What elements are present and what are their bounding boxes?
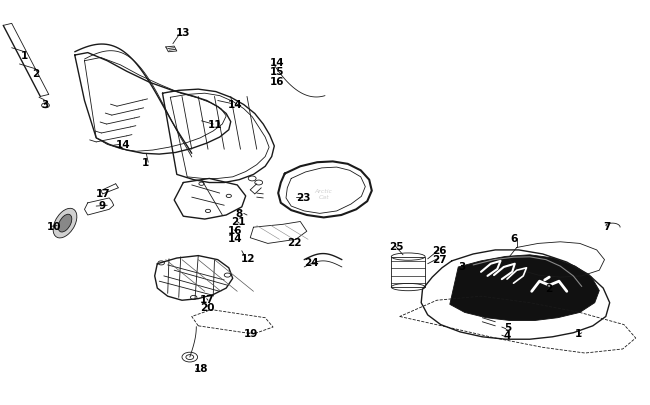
Text: 19: 19 (244, 328, 258, 338)
Text: 2: 2 (32, 69, 40, 79)
Text: 1: 1 (575, 328, 582, 338)
Text: 16: 16 (270, 77, 284, 87)
Text: 27: 27 (432, 254, 447, 264)
Text: 14: 14 (270, 58, 285, 68)
Text: 24: 24 (304, 258, 319, 267)
Text: 22: 22 (287, 237, 302, 247)
Text: 26: 26 (432, 245, 447, 255)
Text: 1: 1 (21, 51, 28, 61)
Text: 17: 17 (200, 294, 214, 304)
Text: 3: 3 (458, 262, 465, 271)
Text: 14: 14 (116, 140, 130, 150)
Text: 1: 1 (142, 158, 149, 168)
Text: 11: 11 (208, 120, 222, 130)
Text: 14: 14 (227, 100, 242, 109)
Ellipse shape (53, 209, 77, 238)
Text: 20: 20 (200, 302, 214, 312)
Text: 5: 5 (504, 322, 511, 332)
Ellipse shape (58, 215, 72, 232)
Text: 3: 3 (41, 100, 48, 109)
Text: Arctic
Cat: Arctic Cat (315, 189, 333, 200)
Text: 2: 2 (545, 284, 552, 293)
Text: 12: 12 (240, 254, 255, 263)
Text: 16: 16 (227, 225, 242, 235)
Text: 25: 25 (389, 241, 403, 251)
Text: 14: 14 (227, 233, 242, 243)
Text: 17: 17 (96, 189, 110, 198)
Bar (391, 257, 425, 288)
Text: 10: 10 (47, 221, 61, 231)
Text: 6: 6 (510, 233, 517, 243)
Text: 21: 21 (231, 217, 245, 227)
Text: 23: 23 (296, 193, 310, 202)
Text: 8: 8 (235, 209, 242, 219)
Text: 4: 4 (504, 330, 511, 340)
Text: 15: 15 (270, 67, 284, 77)
Polygon shape (450, 255, 599, 321)
Text: 18: 18 (194, 364, 208, 373)
Text: 7: 7 (603, 221, 610, 231)
Text: 13: 13 (176, 28, 190, 38)
Text: 9: 9 (99, 201, 106, 211)
